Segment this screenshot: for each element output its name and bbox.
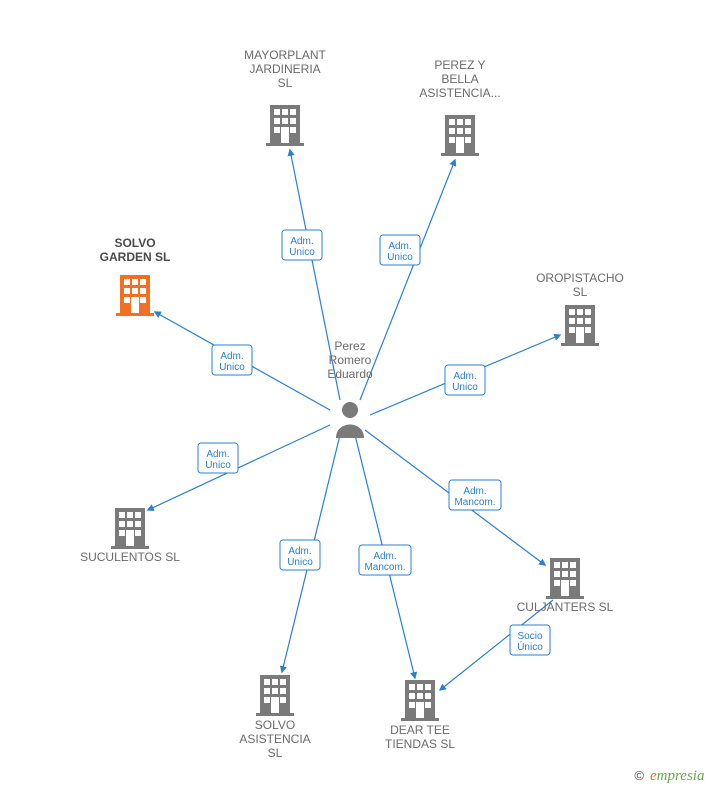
edge-label: SocioÚnico: [510, 625, 550, 655]
company-label: CULJANTERS SL: [517, 600, 614, 614]
edge-label: Adm.Unico: [282, 230, 322, 260]
svg-text:©: ©: [634, 768, 644, 783]
edge-label-text: Unico: [289, 247, 315, 258]
company-label-line: ASISTENCIA: [239, 732, 310, 746]
company-label-line: SL: [278, 76, 293, 90]
center-person-icon[interactable]: [336, 402, 364, 438]
network-diagram: Adm.UnicoAdm.UnicoAdm.UnicoAdm.UnicoAdm.…: [0, 0, 728, 795]
footer-brand: © empresia: [634, 768, 704, 784]
company-label-line: GARDEN SL: [100, 250, 171, 264]
company-label-line: SL: [268, 746, 283, 760]
edge-label-text: Único: [517, 640, 543, 653]
company-label-line: CULJANTERS SL: [517, 600, 614, 614]
center-person-label: Perez: [334, 339, 365, 353]
company-label: MAYORPLANTJARDINERIASL: [244, 48, 326, 90]
edge-label-text: Unico: [205, 460, 231, 471]
edge-label: Adm.Unico: [280, 540, 320, 570]
edge-label-text: Adm.: [288, 546, 311, 557]
edge-label-text: Socio: [517, 631, 542, 642]
company-label: SOLVOGARDEN SL: [100, 236, 171, 264]
company-label-line: PEREZ Y: [434, 58, 485, 72]
edge-label: Adm.Unico: [212, 345, 252, 375]
edge-label: Adm.Unico: [380, 235, 420, 265]
company-node-culjanters[interactable]: [546, 558, 584, 599]
edge-label-text: Adm.: [388, 241, 411, 252]
company-label-line: DEAR TEE: [390, 723, 450, 737]
edge-label-text: Mancom.: [364, 562, 405, 573]
edge-label: Adm.Unico: [198, 443, 238, 473]
company-label-line: MAYORPLANT: [244, 48, 326, 62]
company-node-oropistacho[interactable]: [561, 305, 599, 346]
company-label: SUCULENTOS SL: [80, 550, 180, 564]
company-label-line: SOLVO: [114, 236, 155, 250]
company-label: OROPISTACHOSL: [536, 271, 624, 299]
company-node-perezybella[interactable]: [441, 115, 479, 156]
edge-label-text: Adm.: [206, 449, 229, 460]
edge-label-text: Adm.: [373, 551, 396, 562]
company-node-deartee[interactable]: [401, 680, 439, 721]
edge-label-text: Unico: [452, 382, 478, 393]
company-label-line: TIENDAS SL: [385, 737, 455, 751]
company-node-solvoasist[interactable]: [256, 675, 294, 716]
svg-text:empresia: empresia: [650, 768, 704, 784]
edge-person-center-suculentos: [148, 425, 330, 510]
company-label-line: SL: [573, 285, 588, 299]
company-label: DEAR TEETIENDAS SL: [385, 723, 455, 751]
edge-label-text: Adm.: [220, 351, 243, 362]
company-label: PEREZ YBELLAASISTENCIA...: [419, 58, 500, 100]
edge-label-text: Mancom.: [454, 497, 495, 508]
center-person-label: Eduardo: [327, 367, 373, 381]
edge-label-text: Unico: [219, 362, 245, 373]
company-node-suculentos[interactable]: [111, 508, 149, 549]
company-label-line: SOLVO: [255, 718, 295, 732]
edge-label: Adm.Mancom.: [359, 545, 411, 575]
company-label-line: SUCULENTOS SL: [80, 550, 180, 564]
edge-label-text: Unico: [287, 557, 313, 568]
company-node-mayorplant[interactable]: [266, 105, 304, 146]
company-label-line: ASISTENCIA...: [419, 86, 500, 100]
edge-label-text: Adm.: [463, 486, 486, 497]
edge-label-text: Unico: [387, 252, 413, 263]
edge-label: Adm.Unico: [445, 365, 485, 395]
company-label-line: OROPISTACHO: [536, 271, 624, 285]
company-label-line: JARDINERIA: [249, 62, 320, 76]
edge-person-center-perezybella: [360, 160, 455, 400]
company-label: SOLVOASISTENCIASL: [239, 718, 310, 760]
center-person-label: Romero: [329, 353, 372, 367]
edge-label: Adm.Mancom.: [449, 480, 501, 510]
edge-label-text: Adm.: [290, 236, 313, 247]
edge-label-text: Adm.: [453, 371, 476, 382]
company-node-solvogarden[interactable]: [116, 275, 154, 316]
company-label-line: BELLA: [441, 72, 478, 86]
